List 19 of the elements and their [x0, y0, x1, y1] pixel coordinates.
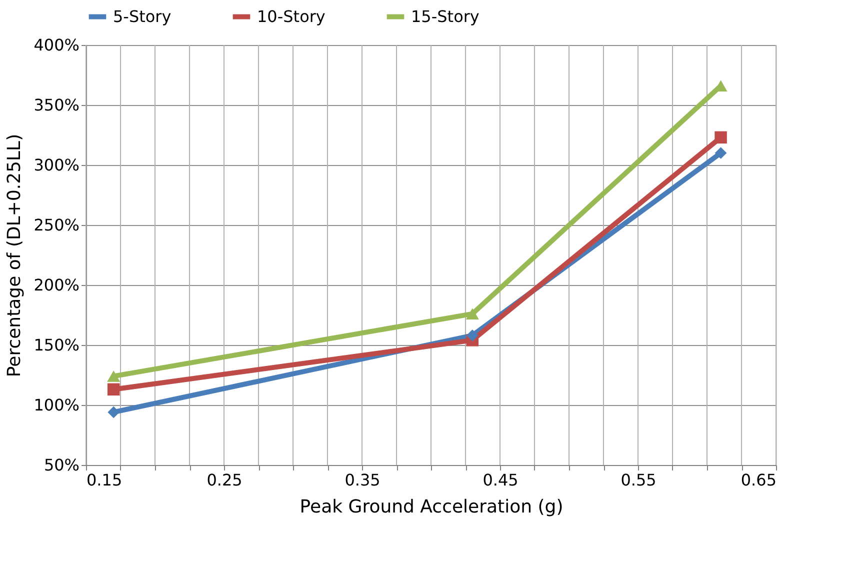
y-tick-label: 300% [34, 156, 80, 174]
x-tick-label: 0.55 [620, 470, 656, 490]
legend-label: 5-Story [113, 6, 172, 26]
y-axis-title: Percentage of (DL+0.25LL) [4, 134, 25, 378]
y-tick-label: 50% [44, 456, 80, 474]
x-tick-label: 0.45 [482, 470, 518, 490]
x-tick-label: 0.25 [206, 470, 242, 490]
y-tick-label: 400% [34, 36, 80, 54]
y-tick-label: 100% [34, 396, 80, 414]
legend-label: 10-Story [257, 6, 326, 26]
y-tick-label: 250% [34, 216, 80, 234]
y-tick-label: 150% [34, 336, 80, 354]
x-tick-label: 0.65 [740, 470, 776, 490]
y-tick-label: 350% [34, 96, 80, 114]
x-tick-label: 0.35 [344, 470, 380, 490]
y-tick-label: 200% [34, 276, 80, 294]
x-axis-title: Peak Ground Acceleration (g) [300, 496, 564, 518]
x-tick-label: 0.15 [86, 470, 122, 490]
legend-label: 15-Story [411, 6, 480, 26]
